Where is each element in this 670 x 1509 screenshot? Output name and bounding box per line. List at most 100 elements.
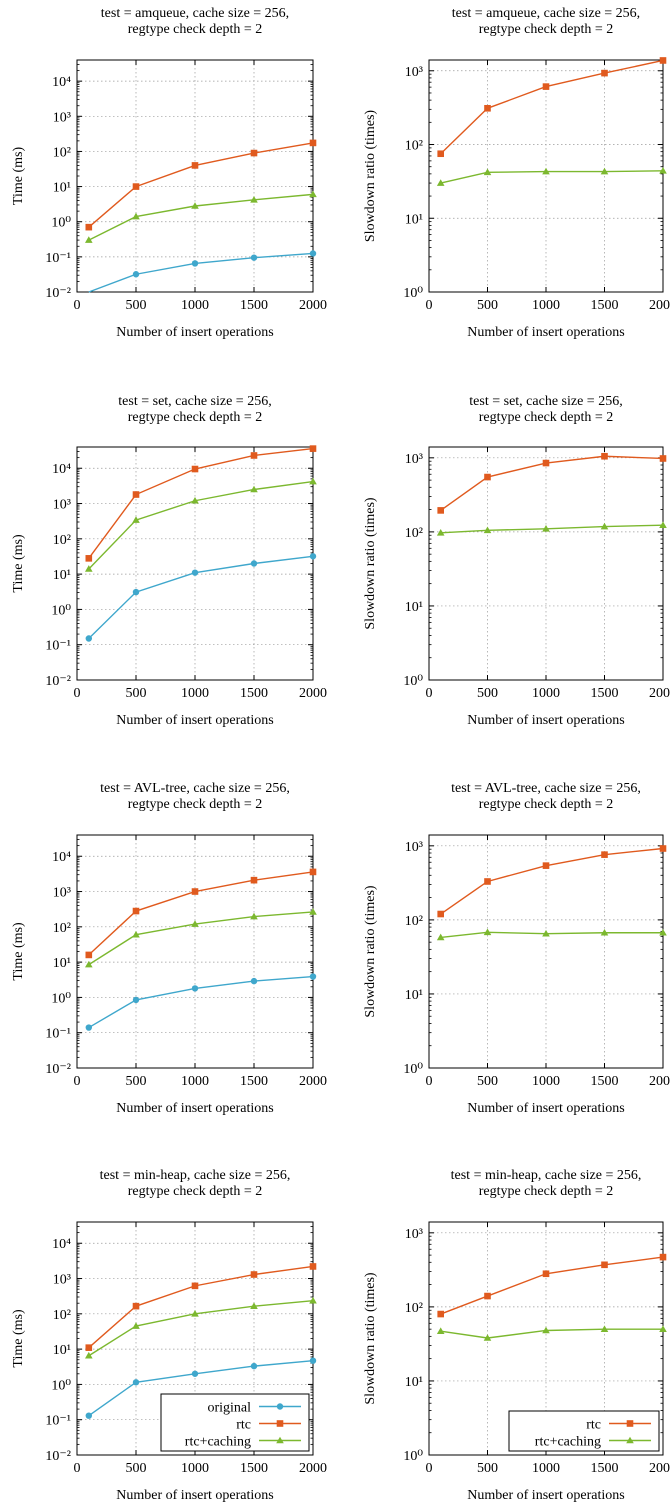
series-rtc-point xyxy=(542,83,550,90)
legend: original rtc rtc+caching xyxy=(160,1393,310,1452)
series-original-line xyxy=(88,555,314,639)
series-rtc-caching-point xyxy=(483,928,492,936)
series-rtc-caching-point xyxy=(659,167,667,174)
x-tick-label: 0 xyxy=(426,298,433,313)
chart-panel-7: test = min-heap, cache size = 256,regtyp… xyxy=(11,1168,327,1503)
legend-label: rtc xyxy=(586,1418,601,1433)
series-rtc-point xyxy=(601,1261,608,1269)
y-tick-label: 10³ xyxy=(405,452,423,467)
series-rtc-point xyxy=(437,910,444,918)
x-tick-label: 2000 xyxy=(649,1461,670,1476)
chart-title-line1: test = amqueue, cache size = 256, xyxy=(101,6,289,21)
x-tick-label: 0 xyxy=(74,1461,81,1476)
series-rtc-point xyxy=(542,459,550,467)
series-rtc-caching xyxy=(85,1296,317,1359)
legend-box xyxy=(508,1410,660,1452)
series-rtc xyxy=(437,845,667,918)
x-tick-label: 0 xyxy=(426,686,433,701)
chart-panel-5: test = AVL-tree, cache size = 256,regtyp… xyxy=(11,781,327,1116)
series-rtc-caching-line xyxy=(88,911,314,966)
legend-swatch-marker xyxy=(276,1403,284,1410)
x-tick-label: 500 xyxy=(477,1074,498,1089)
series-rtc-point xyxy=(191,888,199,895)
series-rtc-point xyxy=(191,465,199,473)
x-axis-label: Number of insert operations xyxy=(116,325,273,340)
series-rtc-caching-line xyxy=(88,1300,314,1357)
series-rtc-point xyxy=(659,845,667,852)
y-tick-label: 10² xyxy=(405,1301,423,1316)
y-tick-label: 10⁰ xyxy=(51,1378,71,1393)
series-original-point xyxy=(250,977,258,985)
series-original-point xyxy=(132,588,140,596)
series-rtc xyxy=(85,1263,317,1351)
y-axis-label: Time (ms) xyxy=(11,1309,26,1368)
y-axis-label: Time (ms) xyxy=(11,922,26,981)
series-rtc-point xyxy=(132,491,140,498)
series-original-point xyxy=(250,1362,258,1370)
series-rtc-point xyxy=(85,555,93,562)
series-rtc-caching-point xyxy=(542,167,550,175)
legend-swatch-marker xyxy=(626,1420,634,1427)
series-rtc-line xyxy=(440,455,664,511)
y-tick-label: 10¹ xyxy=(53,956,71,971)
series-rtc-caching-point xyxy=(309,190,317,198)
series-rtc-point xyxy=(437,150,444,158)
series-rtc-caching-line xyxy=(88,193,314,241)
y-tick-label: 10¹ xyxy=(405,212,423,227)
chart-title-line1: test = AVL-tree, cache size = 256, xyxy=(100,781,290,796)
series-rtc-caching xyxy=(85,477,317,572)
series-original-point xyxy=(191,1370,199,1377)
y-axis-label: Slowdown ratio (times) xyxy=(363,885,378,1018)
series-rtc-caching xyxy=(85,908,317,968)
x-tick-label: 2000 xyxy=(649,686,670,701)
y-tick-label: 10⁰ xyxy=(403,1449,423,1464)
x-tick-label: 2000 xyxy=(649,1074,670,1089)
series-rtc-point xyxy=(309,445,317,452)
series-rtc-caching-point xyxy=(659,1325,667,1332)
series-rtc-point xyxy=(484,1292,491,1300)
series-rtc-caching-point xyxy=(542,1326,550,1334)
series-rtc-point xyxy=(191,162,199,169)
series-rtc-caching-point xyxy=(436,179,445,186)
chart-panel-2: test = amqueue, cache size = 256,regtype… xyxy=(363,6,670,340)
x-tick-label: 500 xyxy=(477,298,498,313)
x-tick-label: 0 xyxy=(426,1461,433,1476)
series-rtc-point xyxy=(250,452,258,459)
series-rtc-point xyxy=(542,1270,550,1278)
x-tick-label: 500 xyxy=(126,1461,147,1476)
series-rtc-caching-point xyxy=(191,496,199,504)
chart-title-line1: test = min-heap, cache size = 256, xyxy=(451,1168,642,1183)
series-rtc-caching-point xyxy=(250,912,258,920)
series-rtc xyxy=(85,445,317,562)
x-tick-label: 1500 xyxy=(240,1074,268,1089)
series-rtc-caching xyxy=(436,1325,667,1341)
y-tick-label: 10⁴ xyxy=(52,75,71,90)
x-tick-label: 0 xyxy=(426,1074,433,1089)
x-tick-label: 1000 xyxy=(532,686,560,701)
x-axis-label: Number of insert operations xyxy=(467,713,624,728)
chart-panel-4: test = set, cache size = 256,regtype che… xyxy=(363,394,670,728)
series-rtc-point xyxy=(85,223,93,231)
x-tick-label: 1000 xyxy=(181,1461,209,1476)
y-tick-label: 10⁻¹ xyxy=(45,639,71,654)
series-rtc-point xyxy=(484,473,491,481)
y-axis-label: Time (ms) xyxy=(11,147,26,206)
series-rtc-caching-point xyxy=(483,1334,492,1341)
series-original-point xyxy=(191,260,199,267)
series-rtc-point xyxy=(659,57,667,64)
series-original-point xyxy=(85,635,93,642)
y-tick-label: 10⁰ xyxy=(403,1062,423,1077)
y-axis-label: Time (ms) xyxy=(11,534,26,593)
series-rtc-caching-point xyxy=(85,236,93,243)
series-original xyxy=(85,1357,317,1419)
series-original-point xyxy=(132,996,140,1004)
x-tick-label: 1500 xyxy=(240,298,268,313)
series-rtc-point xyxy=(309,1263,317,1270)
chart-title-line2: regtype check depth = 2 xyxy=(128,797,263,812)
y-tick-label: 10⁻² xyxy=(45,1062,71,1077)
x-tick-label: 2000 xyxy=(299,298,327,313)
series-original-point xyxy=(309,1357,317,1364)
y-tick-label: 10³ xyxy=(405,65,423,80)
series-rtc-point xyxy=(132,183,140,190)
x-tick-label: 500 xyxy=(126,1074,147,1089)
